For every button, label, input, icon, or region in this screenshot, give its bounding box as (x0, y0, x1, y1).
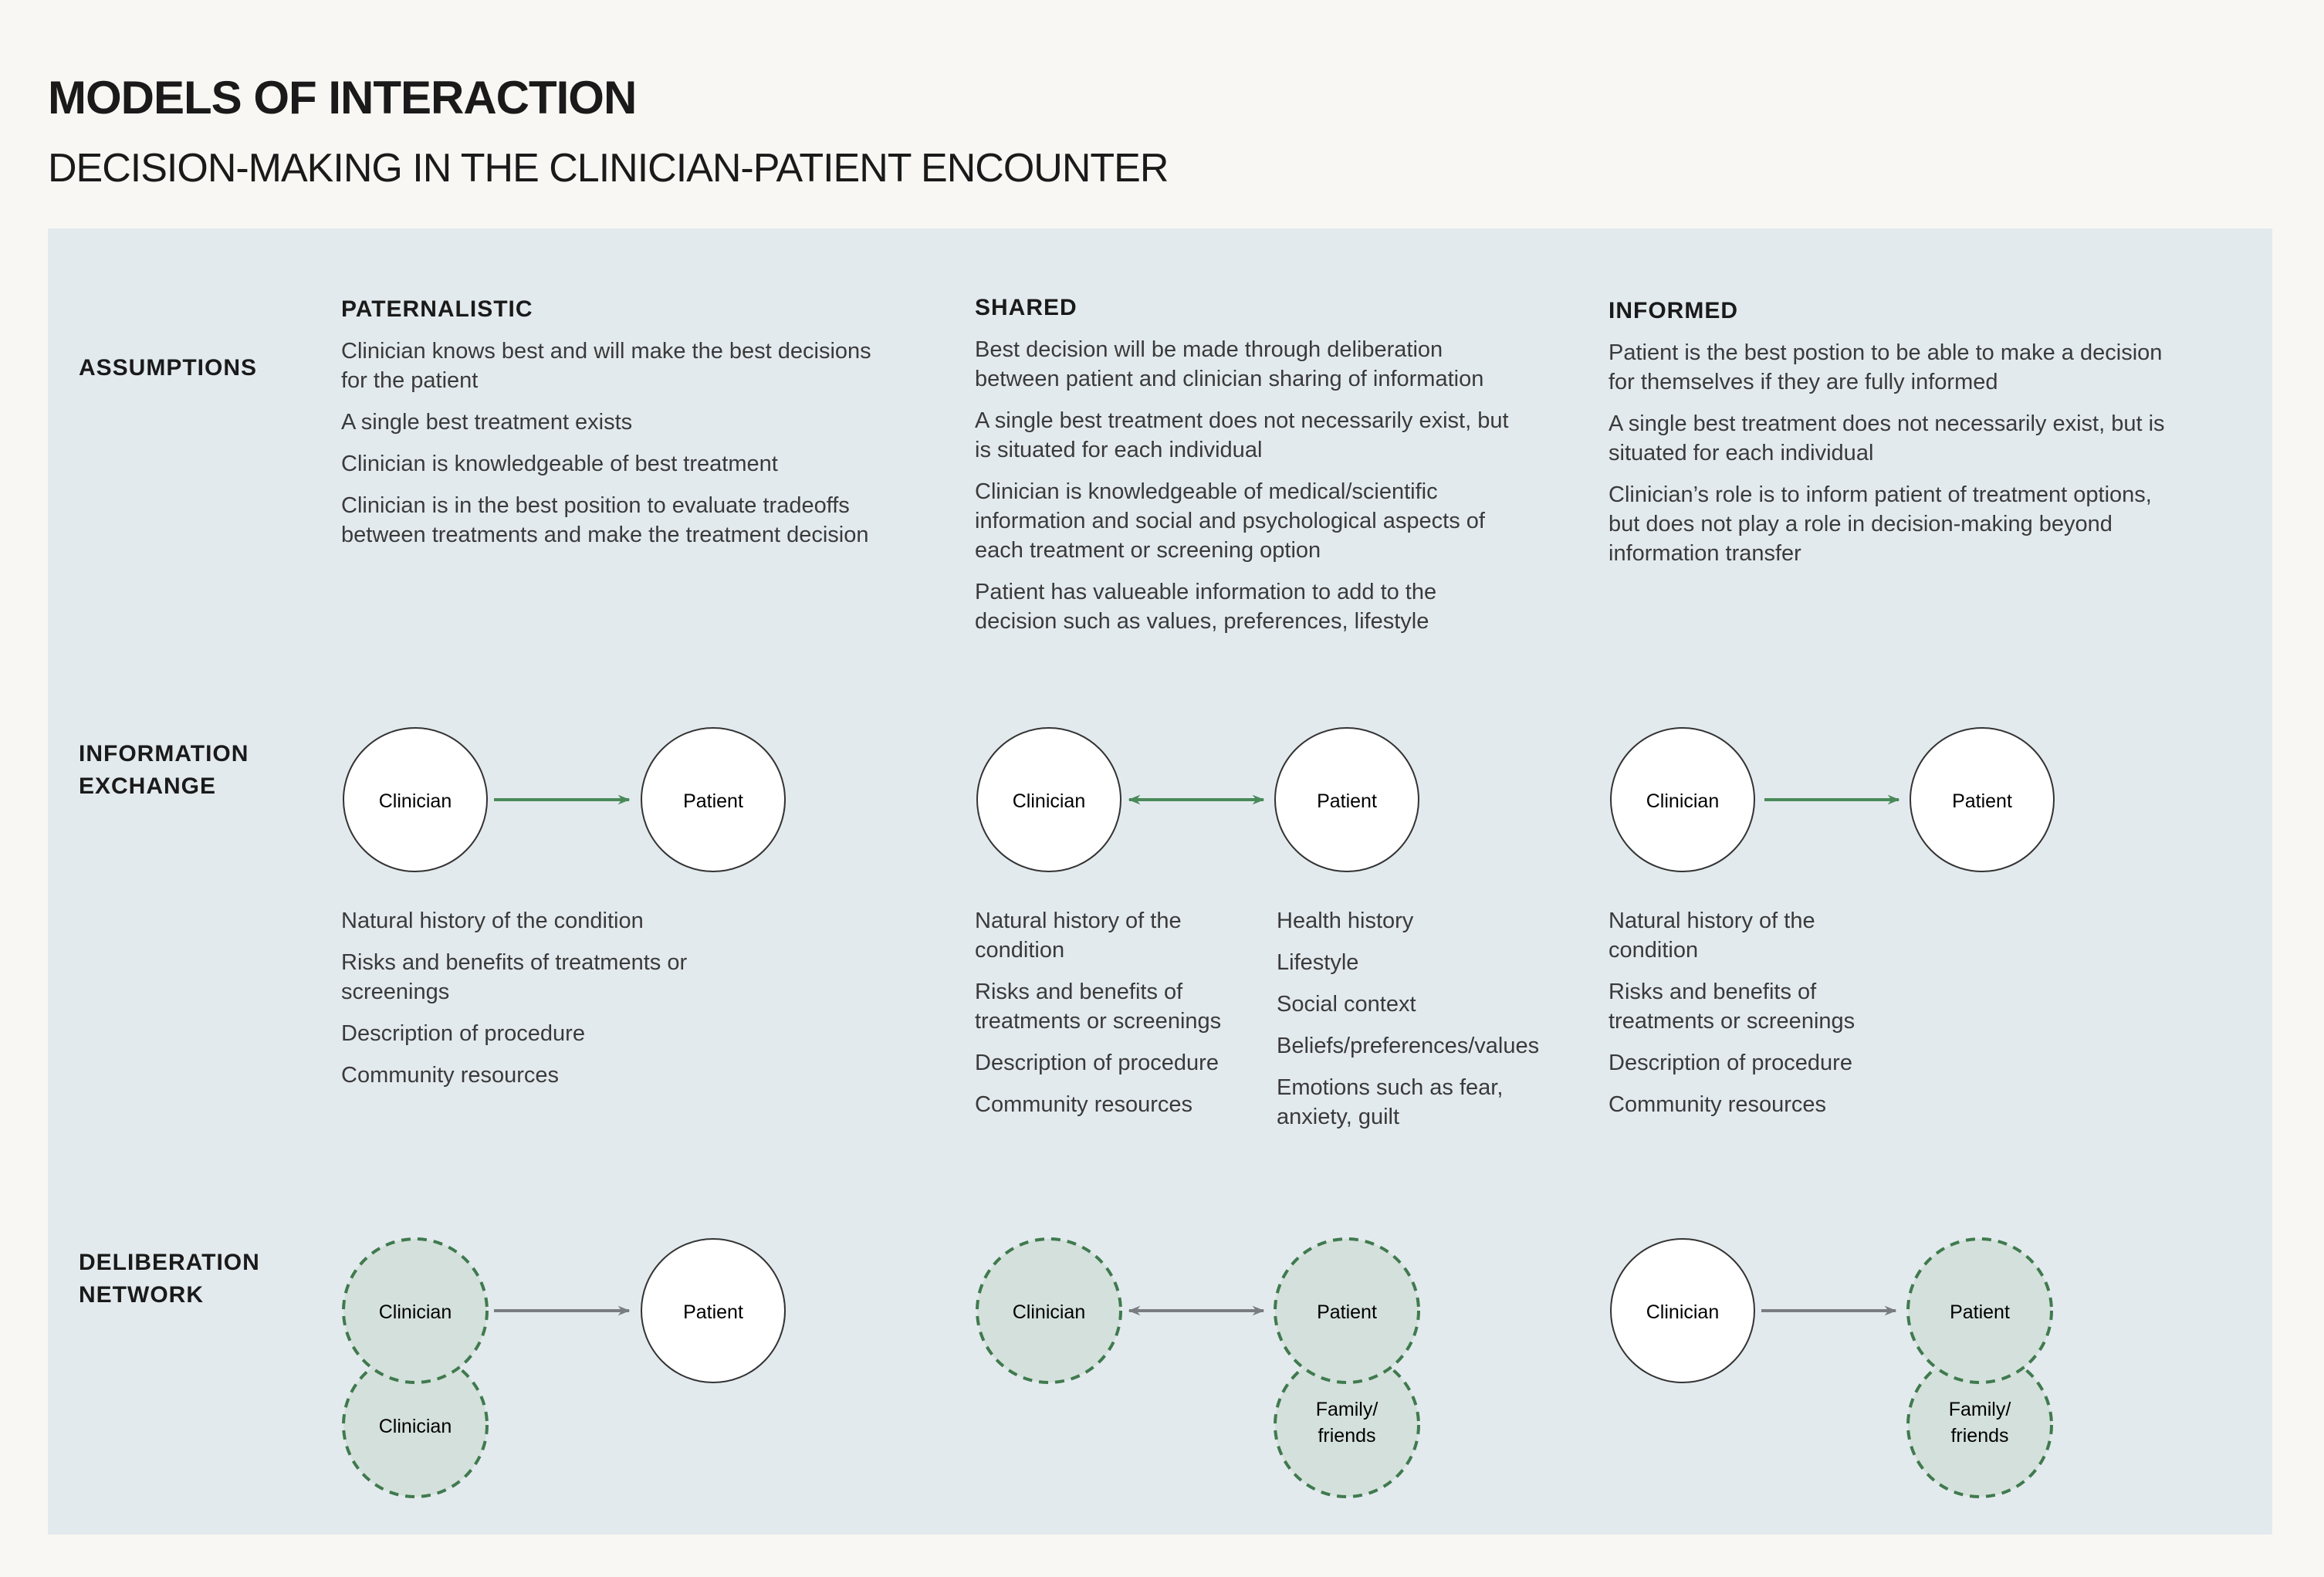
node-label: Patient (1317, 1301, 1377, 1323)
info-item: Emotions such as fear, anxiety, guilt (1277, 1075, 1504, 1129)
info-diagram-paternalistic: Clinician Patient (343, 727, 786, 872)
node-label: Clinician (1646, 1301, 1719, 1323)
info-item: Community resources (1609, 1092, 1827, 1117)
node-label: Clinician (379, 1301, 452, 1323)
column-heading-paternalistic: PATERNALISTIC (341, 296, 533, 322)
node-label: Family/ (1949, 1399, 2011, 1420)
clinician-node (342, 1237, 489, 1384)
patient-node (1910, 727, 2055, 872)
info-item: Risks and benefits of treatments or scre… (1609, 980, 1855, 1034)
clinician-node (1610, 727, 1755, 872)
patient-node (641, 1238, 786, 1383)
column-heading-informed: INFORMED (1609, 298, 1738, 323)
assumption-item: Patient is the best postion to be able t… (1609, 340, 2163, 394)
delib-diagram-paternalistic: Clinician Clinician Patient (342, 1237, 786, 1498)
page-title: MODELS OF INTERACTION (48, 72, 637, 124)
info-diagram-informed: Clinician Patient (1610, 727, 2055, 872)
node-label: Clinician (379, 1416, 452, 1437)
node-label: Family/ (1316, 1399, 1379, 1420)
info-item: Health history (1277, 909, 1414, 933)
node-label: Patient (1950, 1301, 2010, 1323)
info-item: Risks and benefits of treatments or scre… (975, 980, 1222, 1034)
node-label: Patient (1952, 790, 2012, 812)
info-item: Risks and benefits of treatments or scre… (341, 950, 688, 1004)
info-item: Beliefs/preferences/values (1277, 1034, 1540, 1058)
node-label: Clinician (379, 790, 452, 812)
page-subtitle: DECISION-MAKING IN THE CLINICIAN-PATIENT… (48, 146, 1169, 191)
clinician-node (343, 727, 488, 872)
row-label-information-exchange: INFORMATION EXCHANGE (79, 738, 249, 803)
assumption-item: A single best treatment does not necessa… (975, 408, 1509, 462)
node-label: Clinician (1646, 790, 1719, 812)
node-label: friends (1950, 1425, 2008, 1447)
clinician-node-secondary (342, 1352, 489, 1498)
assumption-item: Clinician’s role is to inform patient of… (1609, 482, 2152, 566)
patient-node (1906, 1237, 2053, 1384)
column-heading-shared: SHARED (975, 295, 1077, 320)
clinician-node (1610, 1238, 1755, 1383)
info-list-shared-clinician: Natural history of the condition Risks a… (975, 906, 1245, 1132)
info-diagram-shared: Clinician Patient (976, 727, 1419, 872)
info-list-paternalistic: Natural history of the condition Risks a… (341, 906, 727, 1102)
info-item: Natural history of the condition (341, 909, 644, 933)
family-friends-node (1906, 1352, 2053, 1498)
info-item: Natural history of the condition (1609, 909, 1815, 963)
clinician-node (976, 1237, 1122, 1384)
info-item: Community resources (341, 1063, 560, 1088)
node-label: Patient (683, 790, 743, 812)
assumption-item: Best decision will be made through delib… (975, 337, 1484, 391)
delib-diagram-shared: Clinician Family/ friends Patient (976, 1237, 1420, 1498)
info-list-shared-patient: Health history Lifestyle Social context … (1277, 906, 1554, 1144)
info-list-informed: Natural history of the condition Risks a… (1609, 906, 1894, 1132)
assumption-item: A single best treatment does not necessa… (1609, 411, 2165, 465)
node-label: Patient (683, 1301, 743, 1323)
node-label: Clinician (1013, 1301, 1085, 1323)
info-item: Community resources (975, 1092, 1193, 1117)
assumption-item: Patient has valueable information to add… (975, 580, 1437, 634)
row-label-line: INFORMATION (79, 741, 249, 767)
assumption-item: A single best treatment exists (341, 410, 633, 435)
assumption-item: Clinician knows best and will make the b… (341, 339, 871, 393)
assumptions-shared: Best decision will be made through delib… (975, 335, 1515, 648)
patient-node (641, 727, 786, 872)
node-label: Patient (1317, 790, 1377, 812)
row-label-line: EXCHANGE (79, 773, 217, 799)
info-item: Lifestyle (1277, 950, 1359, 975)
info-item: Description of procedure (341, 1021, 585, 1046)
assumption-item: Clinician is knowledgeable of medical/sc… (975, 479, 1485, 563)
patient-node (1274, 1237, 1420, 1384)
clinician-node (976, 727, 1121, 872)
info-item: Natural history of the condition (975, 909, 1182, 963)
patient-node (1274, 727, 1419, 872)
assumption-item: Clinician is knowledgeable of best treat… (341, 452, 778, 476)
assumptions-paternalistic: Clinician knows best and will make the b… (341, 337, 881, 562)
delib-diagram-informed: Clinician Family/ friends Patient (1610, 1237, 2053, 1498)
row-label-deliberation-network: DELIBERATION NETWORK (79, 1247, 260, 1311)
info-item: Social context (1277, 992, 1416, 1017)
info-item: Description of procedure (975, 1051, 1219, 1075)
assumptions-informed: Patient is the best postion to be able t… (1609, 338, 2180, 580)
assumption-item: Clinician is in the best position to eva… (341, 493, 869, 547)
node-label: friends (1318, 1425, 1375, 1447)
row-label-assumptions: ASSUMPTIONS (79, 355, 258, 381)
node-label: Clinician (1013, 790, 1085, 812)
family-friends-node (1274, 1352, 1420, 1498)
row-label-line: NETWORK (79, 1282, 204, 1308)
row-label-line: DELIBERATION (79, 1250, 260, 1275)
info-item: Description of procedure (1609, 1051, 1852, 1075)
